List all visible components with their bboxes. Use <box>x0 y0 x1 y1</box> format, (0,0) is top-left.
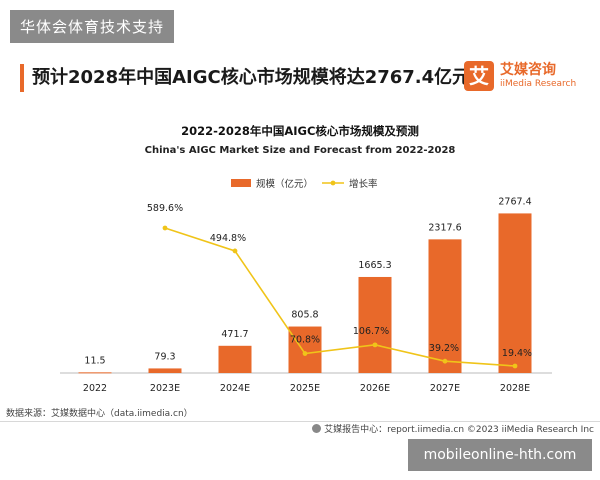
growth-point <box>232 248 238 254</box>
brand-name-cn: 艾媒咨询 <box>500 62 556 78</box>
bar-value-label: 1665.3 <box>358 260 391 271</box>
bar-2025E <box>288 326 322 373</box>
x-tick-label: 2028E <box>500 383 530 394</box>
growth-point <box>302 351 308 356</box>
bar-value-label: 11.5 <box>84 355 105 366</box>
growth-point <box>442 358 448 364</box>
bar-value-label: 2767.4 <box>498 196 531 207</box>
brand-logo-icon: 艾 <box>464 61 494 91</box>
footer-report-info: 艾媒报告中心：report.iimedia.cn ©2023 iiMedia R… <box>312 422 594 435</box>
bar-value-label: 79.3 <box>154 351 175 362</box>
growth-value-label: 106.7% <box>353 326 389 337</box>
chart-title: 2022-2028年中国AIGC核心市场规模及预测 <box>181 124 419 138</box>
bar-2022 <box>78 372 112 374</box>
labels-layer: 11.5 2022 79.3 2023E 471.7 2024E 805.8 2025E 166… <box>83 196 532 394</box>
page-title: 预计2028年中国AIGC核心市场规模将达2767.4亿元 <box>32 67 471 88</box>
growth-value-label: 39.2% <box>429 343 459 354</box>
growth-value-label: 19.4% <box>502 348 532 359</box>
brand-name-en: iiMedia Research <box>500 79 577 89</box>
watermark-site-label: mobileonline-hth.com <box>408 439 592 471</box>
chart: 2022-2028年中国AIGC核心市场规模及预测 China's AIGC M… <box>60 124 552 394</box>
brand-logo-block: 艾 艾媒咨询 iiMedia Research <box>464 58 582 96</box>
x-tick-label: 2026E <box>360 383 390 394</box>
x-tick-label: 2025E <box>290 383 320 394</box>
title-accent-bar <box>20 64 24 92</box>
growth-line-layer <box>162 225 518 369</box>
footer-report-text: 艾媒报告中心：report.iimedia.cn ©2023 iiMedia R… <box>324 425 594 435</box>
bar-value-label: 471.7 <box>221 329 248 340</box>
source-note: 数据来源：艾媒数据中心（data.iimedia.cn） <box>6 409 193 419</box>
growth-value-label: 70.8% <box>290 335 320 346</box>
bar-value-label: 2317.6 <box>428 222 461 233</box>
growth-value-label: 589.6% <box>147 203 183 214</box>
footer-divider <box>0 421 600 422</box>
x-tick-label: 2027E <box>430 383 460 394</box>
legend-line-marker <box>330 180 336 186</box>
growth-point <box>512 363 518 369</box>
bars-layer <box>78 213 532 374</box>
bar-2028E <box>498 213 532 373</box>
watermark-label: 华体会体育技术支持 <box>10 10 175 43</box>
bar-2027E <box>428 239 462 373</box>
bar-2026E <box>358 276 392 373</box>
growth-point <box>162 225 168 231</box>
bar-value-label: 805.8 <box>291 310 318 321</box>
legend-bar-label: 规模（亿元） <box>256 178 313 190</box>
x-tick-label: 2022 <box>83 383 107 394</box>
x-tick-label: 2024E <box>220 383 250 394</box>
legend-bar-swatch <box>231 179 251 187</box>
globe-icon <box>312 424 322 433</box>
growth-point <box>372 342 378 348</box>
chart-subtitle: China's AIGC Market Size and Forecast fr… <box>145 145 456 156</box>
growth-value-label: 494.8% <box>210 233 246 244</box>
legend-line-label: 增长率 <box>349 178 378 190</box>
bar-2024E <box>218 345 252 373</box>
growth-rate-line <box>164 227 516 367</box>
bar-2023E <box>148 368 182 373</box>
x-tick-label: 2023E <box>150 383 180 394</box>
